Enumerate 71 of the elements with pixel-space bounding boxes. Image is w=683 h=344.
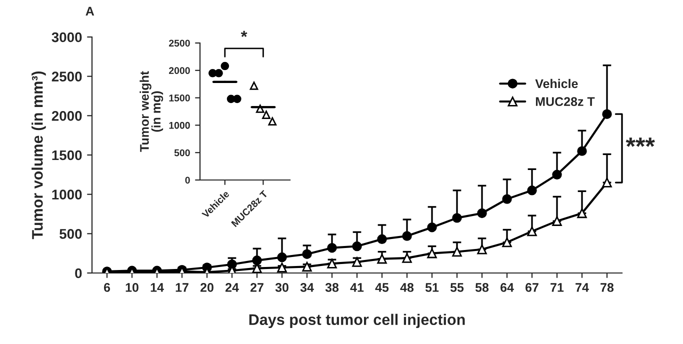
- y-tick-label: 500: [60, 229, 82, 239]
- x-tick-label: 51: [425, 283, 439, 292]
- point: [327, 242, 337, 253]
- point: [602, 178, 612, 188]
- legend-label: Vehicle: [535, 78, 578, 88]
- x-tick-label: 48: [400, 283, 414, 292]
- x-tick-label: 24: [225, 283, 239, 292]
- y-tick-label: 2000: [168, 67, 190, 74]
- y-tick-label: 2500: [52, 72, 82, 82]
- y-axis-title: Tumor weight (in mg): [140, 71, 164, 152]
- x-tick-label: 14: [150, 283, 164, 292]
- point: [377, 234, 387, 244]
- x-tick-label: 58: [475, 283, 489, 292]
- y-tick-label: 1500: [169, 94, 190, 102]
- y-tick-label: 2000: [52, 111, 82, 121]
- x-tick-label: 78: [600, 283, 614, 292]
- y-tick-label: 1000: [52, 190, 82, 200]
- y-tick-label: 3000: [52, 32, 82, 42]
- point: [402, 253, 412, 263]
- point: [302, 262, 312, 272]
- y-tick-label: 1000: [169, 122, 190, 129]
- x-tick-label: 34: [300, 283, 314, 292]
- x-tick-label: 67: [526, 283, 538, 292]
- point: [502, 237, 512, 248]
- point: [577, 146, 587, 156]
- point: [302, 249, 312, 259]
- point: [352, 257, 362, 267]
- legend-label: MUC28z T: [536, 97, 595, 106]
- text: ***: [626, 138, 655, 147]
- x-tick-label: 10: [126, 283, 138, 292]
- point: [452, 213, 462, 223]
- text: A: [86, 6, 94, 16]
- point: [252, 256, 262, 266]
- x-tick-label: 30: [275, 283, 288, 292]
- point: [377, 254, 387, 264]
- point: [277, 262, 287, 272]
- x-axis-title: Days post tumor cell injection: [249, 314, 465, 328]
- point: [427, 248, 437, 258]
- point: [502, 194, 512, 204]
- x-tick-label: 20: [200, 283, 214, 292]
- y-tick-label: 0: [75, 268, 82, 278]
- point: [277, 252, 287, 262]
- point: [402, 231, 412, 241]
- point: [477, 244, 487, 254]
- x-tick-label: 55: [450, 283, 464, 292]
- x-tick-label: 45: [375, 283, 389, 292]
- point: [577, 208, 587, 218]
- point: [477, 208, 487, 218]
- x-tick-label: 41: [350, 283, 364, 292]
- y-axis-title: Tumor volume (in mm³): [32, 71, 46, 240]
- x-tick-label: 64: [500, 283, 514, 292]
- point: [352, 241, 362, 252]
- annotation: *: [240, 30, 248, 38]
- point: [427, 222, 437, 232]
- x-tick-label: 17: [176, 283, 188, 292]
- point: [452, 246, 462, 257]
- x-tick-label: 74: [576, 283, 589, 292]
- point: [602, 109, 612, 119]
- y-tick-label: 0: [185, 176, 190, 184]
- y-tick-label: 500: [174, 149, 190, 156]
- x-tick-label: 27: [250, 283, 264, 292]
- x-tick-label: 6: [104, 283, 110, 292]
- y-tick-label: 2500: [168, 40, 190, 47]
- point: [527, 186, 537, 196]
- point: [552, 216, 562, 226]
- point: [552, 170, 562, 180]
- x-tick-label: 71: [550, 283, 564, 292]
- y-tick-label: 1500: [52, 150, 82, 160]
- point: [527, 226, 537, 236]
- x-tick-label: 38: [325, 283, 339, 292]
- point: [327, 258, 337, 268]
